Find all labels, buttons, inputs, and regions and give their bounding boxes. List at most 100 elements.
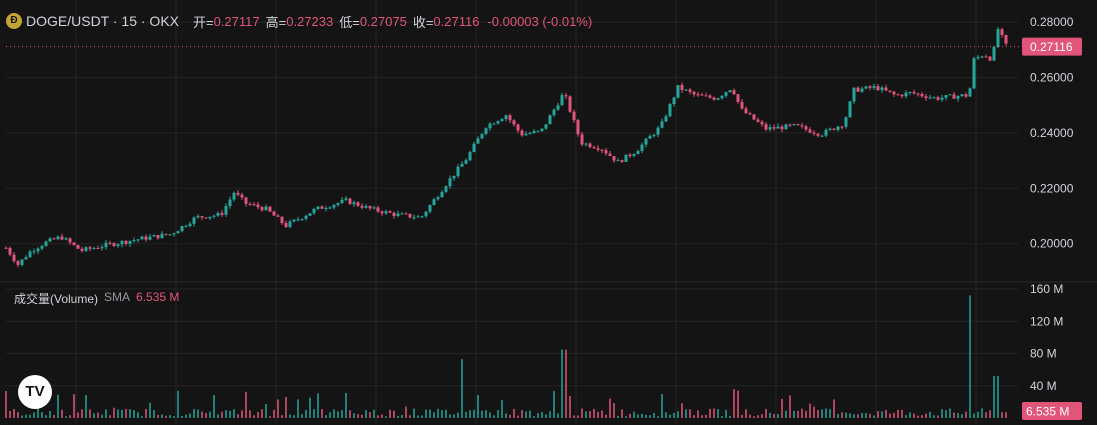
volume-title[interactable]: 成交量(Volume) xyxy=(14,292,99,306)
volume-bar xyxy=(633,411,635,418)
candle-body xyxy=(24,257,28,260)
candle-body xyxy=(8,247,12,255)
volume-bar xyxy=(405,406,407,418)
volume-bar xyxy=(977,411,979,418)
volume-bar xyxy=(773,413,775,418)
volume-bar xyxy=(353,413,355,418)
candle-body xyxy=(164,233,168,235)
candle-body xyxy=(148,236,152,240)
candle-body xyxy=(740,101,744,109)
volume-bar xyxy=(957,413,959,418)
candle-body xyxy=(268,206,272,212)
candle-body xyxy=(152,235,156,237)
volume-bar xyxy=(561,349,563,418)
price-axis-tick-label: 0.26000 xyxy=(1030,71,1074,85)
volume-bar xyxy=(541,411,543,418)
volume-bar xyxy=(265,404,267,418)
candle-body xyxy=(12,254,16,262)
candle-body xyxy=(232,192,236,200)
candle-body xyxy=(40,246,44,249)
volume-bar xyxy=(845,412,847,418)
volume-bar xyxy=(745,409,747,418)
volume-bar xyxy=(545,414,547,418)
candle-body xyxy=(224,206,228,215)
candle-body xyxy=(984,56,988,58)
candle-body xyxy=(672,97,676,104)
volume-bar xyxy=(753,416,755,418)
volume-bar xyxy=(841,412,843,418)
candle-body xyxy=(896,94,900,96)
volume-bar xyxy=(233,409,235,418)
candle-body xyxy=(36,248,40,252)
candle-body xyxy=(696,94,700,96)
candle-body xyxy=(16,261,20,265)
candle-body xyxy=(316,206,320,209)
candle-body xyxy=(84,247,88,251)
last-price-label: 0.27116 xyxy=(1030,40,1073,54)
candle-body xyxy=(4,247,8,249)
volume-bar xyxy=(853,414,855,418)
candle-body xyxy=(72,242,76,246)
volume-bar xyxy=(917,415,919,418)
volume-bar xyxy=(437,408,439,418)
volume-axis-tick-label: 160 M xyxy=(1030,282,1063,296)
volume-bar xyxy=(469,410,471,418)
volume-bar xyxy=(197,409,199,418)
volume-bar xyxy=(925,413,927,418)
candle-body xyxy=(96,247,100,249)
volume-bar xyxy=(829,408,831,418)
volume-bar xyxy=(117,409,119,418)
volume-bar xyxy=(177,390,179,418)
last-volume-badge xyxy=(1022,402,1082,420)
candle-body xyxy=(780,126,784,130)
volume-bar xyxy=(1005,412,1007,418)
volume-bar xyxy=(877,411,879,418)
volume-bar xyxy=(281,415,283,418)
candle-body xyxy=(680,84,684,91)
volume-bar xyxy=(73,394,75,418)
candle-body xyxy=(868,86,872,88)
candle-body xyxy=(608,153,612,157)
candle-body xyxy=(216,212,220,216)
tradingview-logo-icon[interactable]: TV xyxy=(18,375,52,409)
symbol-title[interactable]: DOGE/USDT · 15 · OKX xyxy=(26,13,179,29)
volume-bar xyxy=(69,415,71,418)
candle-body xyxy=(988,56,992,61)
close-label: 收= xyxy=(412,14,434,30)
candle-body xyxy=(800,125,804,127)
volume-bar xyxy=(993,376,995,418)
volume-bar xyxy=(157,414,159,418)
volume-bar xyxy=(349,410,351,418)
volume-bar xyxy=(213,394,215,418)
volume-bar xyxy=(477,395,479,418)
candle-body xyxy=(372,207,376,209)
candle-body xyxy=(228,199,232,207)
volume-bar xyxy=(537,413,539,418)
volume-bar xyxy=(889,413,891,418)
volume-bar xyxy=(965,411,967,418)
price-axis-tick-label: 0.24000 xyxy=(1030,126,1074,140)
high-label: 高= xyxy=(265,14,287,30)
volume-bar xyxy=(741,414,743,418)
candle-body xyxy=(888,90,892,92)
volume-bar xyxy=(221,411,223,418)
candle-body xyxy=(516,124,520,131)
candle-body xyxy=(472,143,476,152)
candle-body xyxy=(700,94,704,96)
volume-bar xyxy=(449,414,451,418)
volume-bar xyxy=(481,410,483,418)
volume-bar xyxy=(361,414,363,418)
candle-body xyxy=(860,88,864,92)
candle-body xyxy=(44,241,48,247)
candle-body xyxy=(200,216,204,218)
volume-bar xyxy=(585,411,587,418)
volume-bar xyxy=(577,415,579,418)
candle-body xyxy=(328,207,332,209)
candle-body xyxy=(392,212,396,216)
candle-body xyxy=(652,134,656,137)
candle-body xyxy=(384,211,388,214)
candle-body xyxy=(824,129,828,136)
volume-bar xyxy=(373,409,375,418)
